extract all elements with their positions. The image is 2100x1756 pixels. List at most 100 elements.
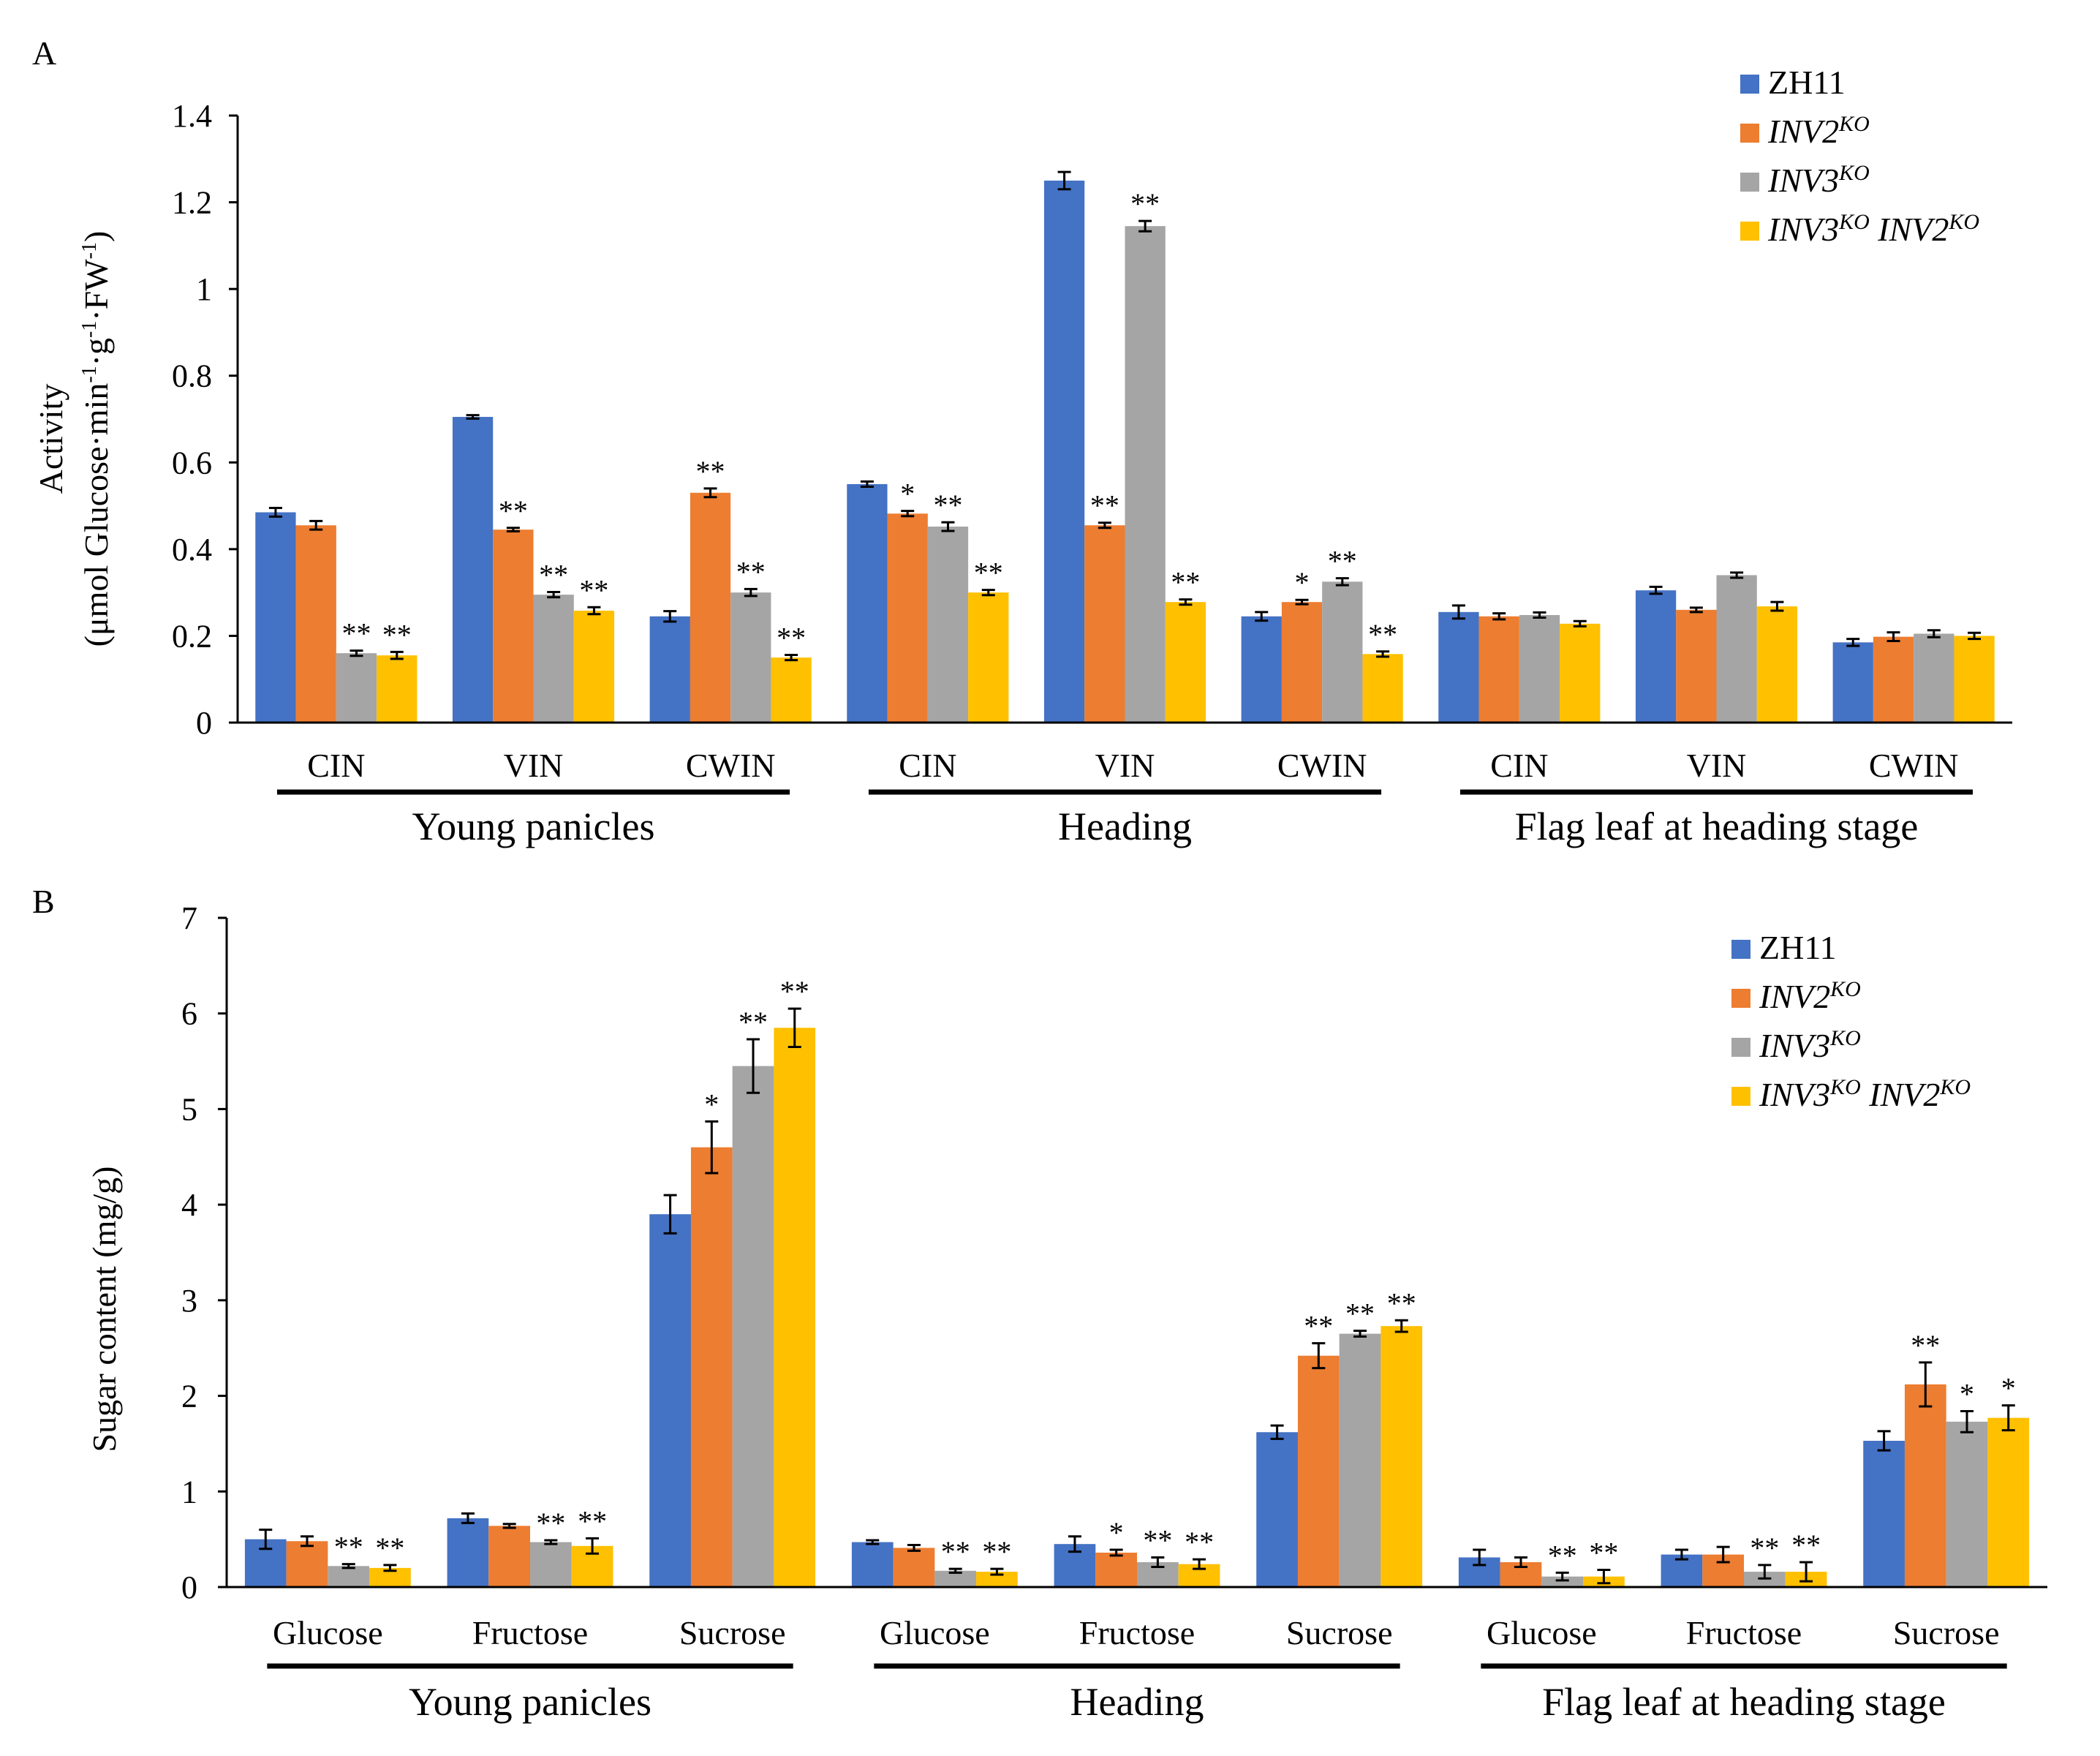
significance-mark: ** [334,1531,363,1564]
significance-mark: ** [739,1006,768,1039]
bar-inv3ko [1946,1421,1988,1587]
significance-mark: ** [780,975,809,1008]
y-tick-label: 4 [181,1187,197,1223]
bar-inv3ko_inv2ko [1954,636,1995,723]
legend-label-zh11: ZH11 [1759,929,1837,966]
bar-inv3ko_inv2ko [1381,1326,1423,1587]
category-label: Glucose [273,1614,383,1651]
legend-swatch-inv3ko_inv2ko [1731,1087,1750,1106]
y-tick-label: 1 [196,271,212,307]
panel-a-axes [236,116,2012,724]
significance-mark: ** [736,555,766,588]
panel-b-group-labels: Young panicles Heading Flag leaf at headin… [267,1663,2007,1724]
bar-inv3ko [336,653,377,723]
bar-inv3ko [732,1066,774,1587]
significance-mark: ** [341,617,371,650]
group-label: Young panicles [409,1680,651,1724]
panel-b-yaxis-ticks: 0 1 2 3 4 5 6 7 [181,900,227,1605]
category-label: Sucrose [1893,1614,2000,1651]
group-label: Heading [1070,1680,1204,1724]
bar-inv3ko [530,1542,572,1587]
legend-label-inv3ko: INV3KO [1759,1026,1861,1064]
bar-inv3ko [1339,1333,1381,1587]
significance-mark: ** [1328,545,1357,578]
bar-zh11 [1241,616,1282,723]
bar-inv3ko [730,592,771,723]
bar-inv3ko_inv2ko [1987,1417,2030,1587]
bar-zh11 [452,417,494,723]
panel-a-ylabel: Activity (μmol Glucose·min-1·g-1·FW-1) [32,231,115,647]
panel-a-group-labels: Young panicles Heading Flag leaf at headin… [276,789,1974,848]
significance-mark: ** [1911,1329,1940,1362]
significance-mark: ** [933,489,962,521]
y-tick-label: 0 [196,705,212,741]
significance-mark: ** [536,1507,565,1540]
bar-inv3ko [328,1566,370,1587]
bar-inv3ko [1519,614,1560,723]
panel-a-ylabel-line1: Activity [32,384,69,494]
y-tick-label: 1.2 [172,185,212,221]
bar-inv2ko [295,525,336,723]
legend-label-zh11: ZH11 [1768,64,1846,101]
panel-b-bars: ** **** ********* *** ** **** ** **** ** ** ***** * [244,975,2030,1587]
y-tick-label: 0.8 [172,358,212,394]
significance-mark: ** [1304,1310,1333,1343]
y-tick-label: 6 [181,996,197,1032]
legend-swatch-zh11 [1731,940,1750,959]
bar-inv2ko [1676,609,1717,723]
y-tick-label: 7 [181,900,197,936]
significance-mark: ** [1791,1529,1821,1561]
legend-label-inv3ko: INV3KO [1767,161,1870,199]
bar-zh11 [847,483,888,723]
category-label: CWIN [1277,747,1367,784]
significance-mark: ** [499,494,528,527]
category-label: VIN [1687,747,1747,784]
category-label: CIN [307,747,365,784]
category-label: Sucrose [679,1614,786,1651]
bar-zh11 [255,512,296,723]
y-tick-label: 1.4 [172,98,212,134]
significance-mark: ** [777,622,806,655]
bar-zh11 [1043,180,1085,723]
category-label: Sucrose [1286,1614,1393,1651]
legend-swatch-inv2ko [1731,989,1750,1008]
bar-inv3ko [1125,226,1166,723]
significance-mark: ** [1387,1286,1416,1319]
bar-inv2ko [1297,1355,1340,1587]
bar-inv2ko [690,1147,733,1587]
bar-zh11 [1438,611,1479,723]
panel-a-category-labels: CIN VIN CWIN CIN VIN CWIN CIN VIN CWIN [307,747,1958,784]
bar-zh11 [1863,1441,1905,1587]
y-tick-label: 0.4 [172,532,212,568]
significance-mark: * [1295,566,1310,599]
panel-b-label: B [32,883,55,920]
bar-zh11 [649,1214,691,1587]
y-tick-label: 0.6 [172,445,212,481]
significance-mark: ** [941,1535,970,1568]
panel-a-chart: A Activity (μmol Glucose·min-1·g-1·FW-1)… [32,34,2012,848]
bar-inv3ko [1716,575,1757,723]
significance-mark: ** [382,618,412,651]
significance-mark: * [704,1088,719,1120]
bar-inv2ko [1873,636,1914,723]
y-tick-label: 3 [181,1283,197,1319]
y-tick-label: 5 [181,1091,197,1127]
significance-mark: ** [1171,566,1200,599]
category-label: Glucose [1487,1614,1597,1651]
significance-mark: * [1960,1377,1974,1410]
legend-swatch-inv3ko_inv2ko [1740,222,1759,241]
bar-inv2ko [1281,602,1323,723]
legend-swatch-inv2ko [1740,124,1759,143]
bar-zh11 [447,1518,489,1587]
panel-a-legend: ZH11 INV2KO INV3KO INV3KO INV2KO [1740,64,1979,248]
legend-label-inv3ko_inv2ko: INV3KO INV2KO [1759,1075,1971,1113]
group-label: Heading [1058,804,1192,848]
significance-mark: ** [982,1535,1011,1568]
bar-zh11 [1635,590,1677,723]
bar-inv3ko_inv2ko [377,655,418,723]
category-label: CWIN [1869,747,1959,784]
significance-mark: ** [1345,1297,1375,1330]
bar-inv3ko [1541,1576,1584,1587]
bar-inv3ko_inv2ko [1362,654,1403,723]
